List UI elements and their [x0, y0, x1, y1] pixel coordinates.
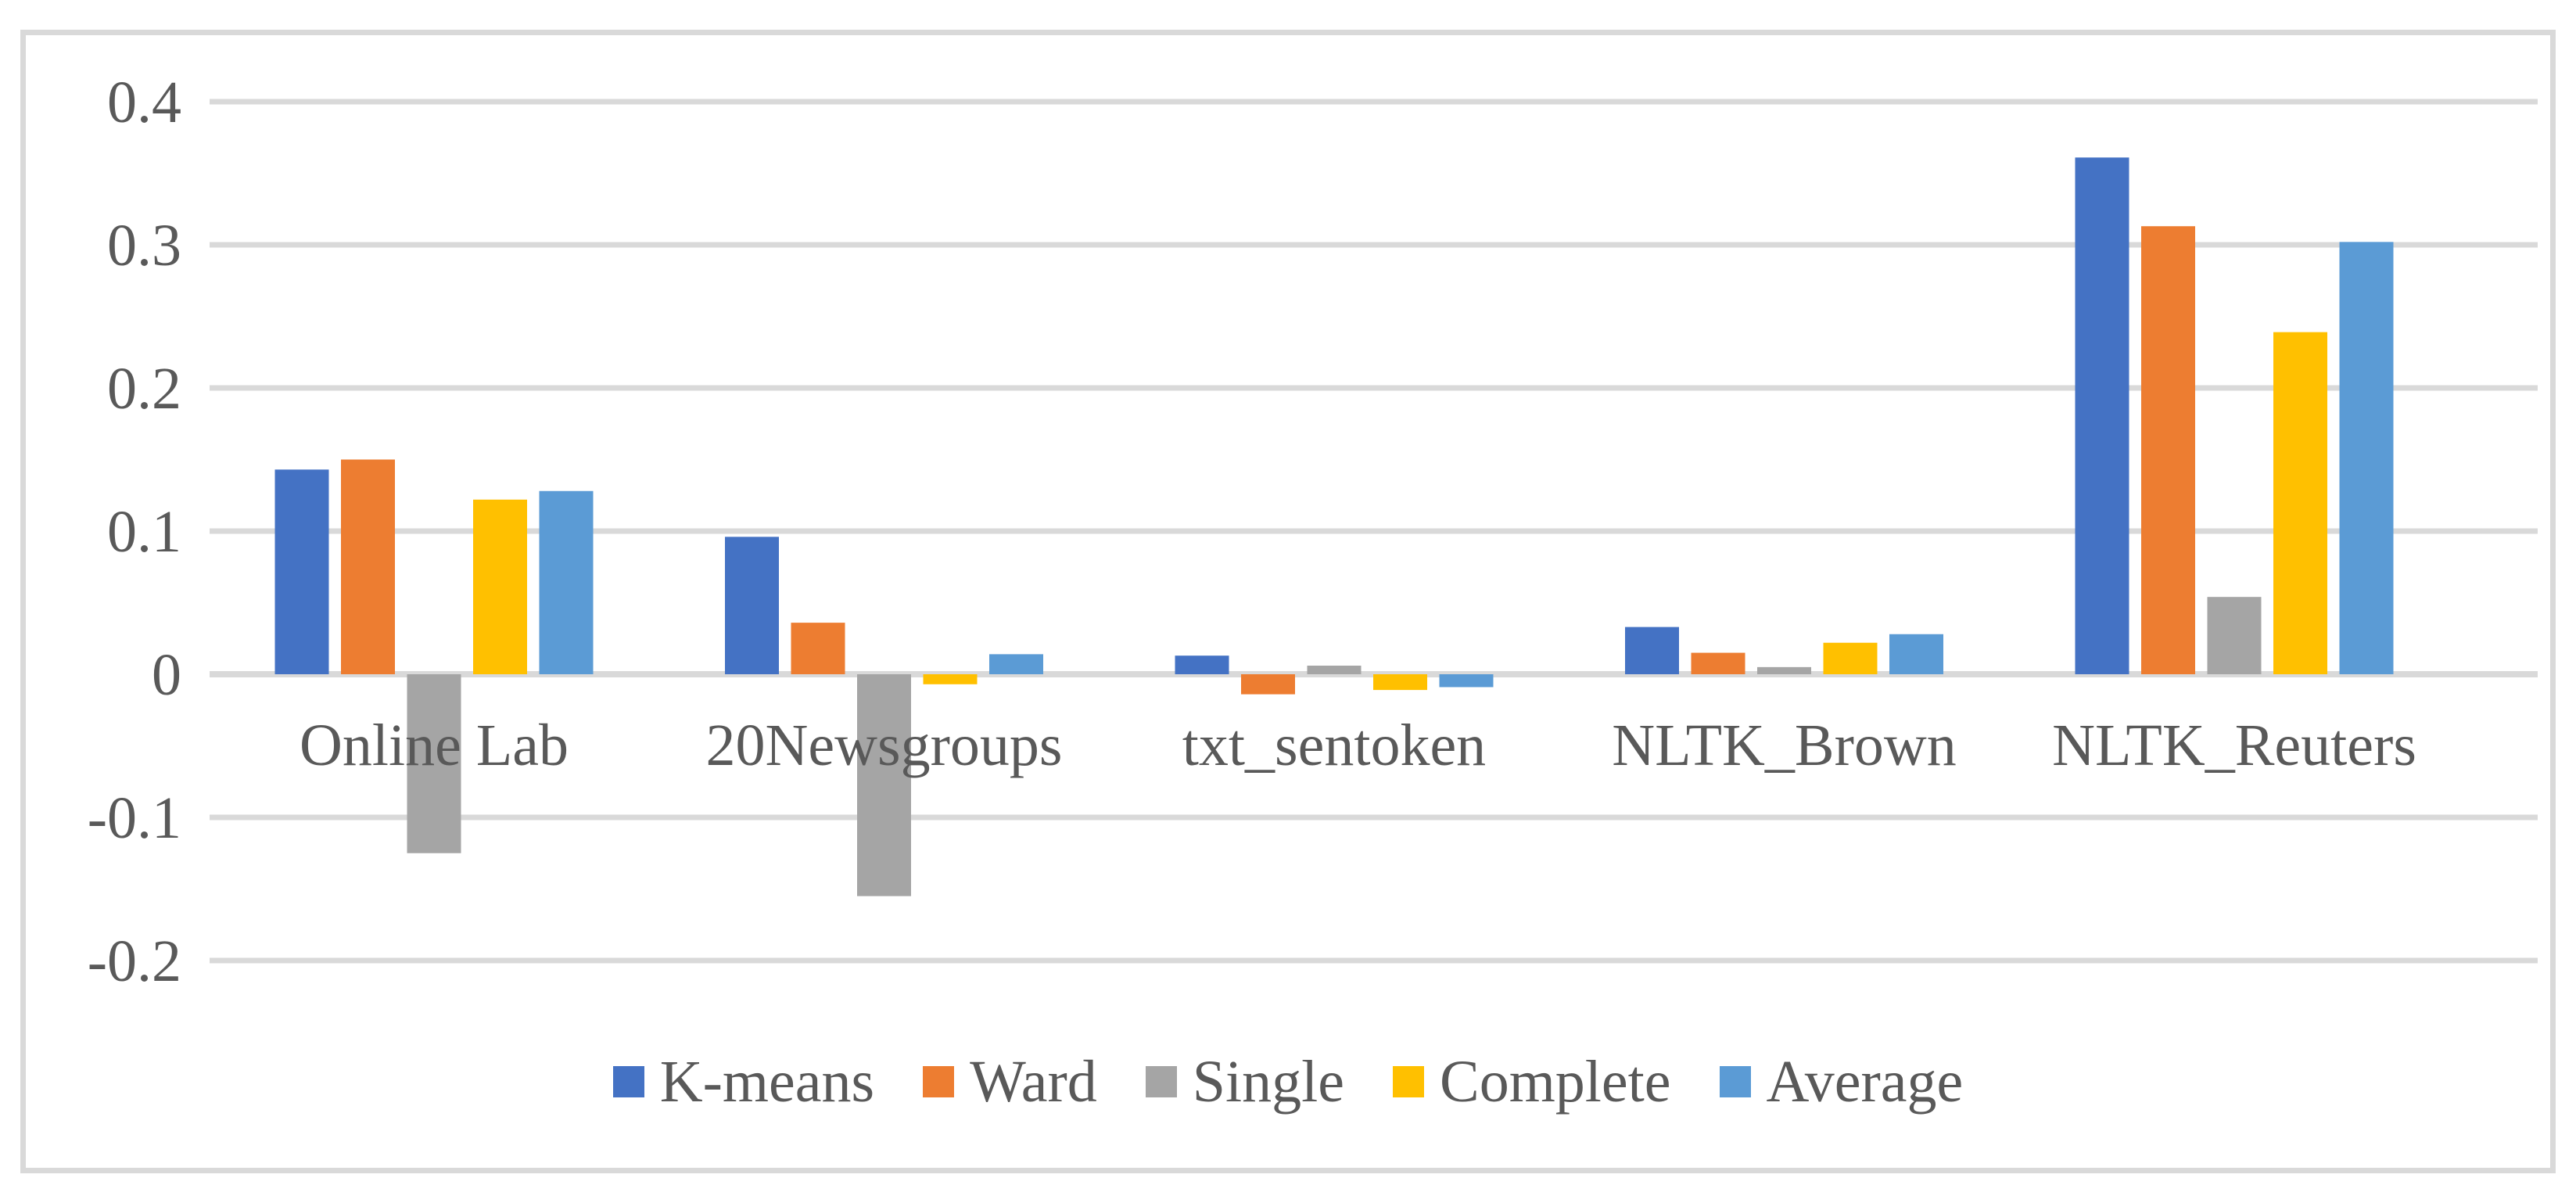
bar-ward-nltk-brown: [1691, 652, 1745, 674]
bar-average-nltk-brown: [1889, 634, 1943, 674]
bar-single-online-lab: [407, 674, 461, 853]
bar-k-means-online-lab: [274, 469, 329, 674]
bar-complete-nltk-reuters: [2273, 332, 2327, 674]
legend-label: K-means: [659, 1049, 875, 1115]
bar-single-20newsgroups: [857, 674, 911, 896]
bar-complete-nltk-brown: [1823, 642, 1878, 674]
y-tick-label: -0.2: [88, 928, 181, 994]
category-label-nltk-brown: NLTK_Brown: [1612, 713, 1957, 778]
y-tick-label: 0.3: [107, 213, 181, 278]
legend-item-average: Average: [1719, 1049, 1964, 1115]
bar-k-means-txt-sentoken: [1175, 655, 1229, 674]
bar-single-nltk-brown: [1757, 666, 1811, 674]
bar-k-means-nltk-brown: [1625, 627, 1679, 674]
bar-average-online-lab: [539, 490, 594, 674]
bar-ward-online-lab: [341, 459, 395, 674]
legend-label: Complete: [1440, 1049, 1671, 1115]
bar-ward-nltk-reuters: [2141, 226, 2195, 675]
y-tick-label: 0.2: [107, 356, 181, 422]
bar-average-nltk-reuters: [2339, 242, 2394, 675]
category-label-online-lab: Online Lab: [300, 713, 569, 778]
legend-swatch-single: [1145, 1066, 1177, 1097]
category-label-20newsgroups: 20Newsgroups: [706, 713, 1063, 778]
legend-swatch-ward: [923, 1066, 955, 1097]
y-tick-label: 0: [152, 642, 181, 708]
legend-item-complete: Complete: [1393, 1052, 1671, 1111]
bar-complete-txt-sentoken: [1373, 674, 1427, 691]
bar-average-txt-sentoken: [1439, 674, 1494, 688]
legend-swatch-k-means: [612, 1066, 644, 1097]
legend-swatch-average: [1719, 1066, 1751, 1097]
bar-ward-20newsgroups: [791, 623, 845, 674]
bar-complete-20newsgroups: [923, 674, 978, 684]
bar-k-means-20newsgroups: [725, 537, 779, 674]
bar-k-means-nltk-reuters: [2075, 157, 2129, 674]
bar-single-nltk-reuters: [2207, 597, 2262, 674]
y-tick-label: -0.1: [88, 785, 181, 851]
legend-item-ward: Ward: [923, 1052, 1097, 1111]
bar-average-20newsgroups: [989, 654, 1043, 674]
legend-label: Ward: [970, 1049, 1097, 1115]
bar-single-txt-sentoken: [1307, 666, 1362, 674]
category-label-nltk-reuters: NLTK_Reuters: [2052, 713, 2416, 778]
legend-label: Single: [1192, 1049, 1344, 1115]
category-label-txt-sentoken: txt_sentoken: [1182, 713, 1486, 778]
chart-border-frame: [20, 30, 2556, 1173]
y-tick-label: 0.4: [107, 70, 181, 135]
bar-ward-txt-sentoken: [1241, 674, 1295, 695]
legend: K-means Ward Single Complete Average: [0, 1047, 2576, 1117]
legend-label: Average: [1766, 1049, 1964, 1115]
legend-item-k-means: K-means: [612, 1049, 875, 1115]
legend-swatch-complete: [1393, 1066, 1424, 1097]
y-tick-label: 0.1: [107, 499, 181, 565]
bar-complete-online-lab: [473, 499, 527, 674]
legend-item-single: Single: [1145, 1049, 1344, 1115]
